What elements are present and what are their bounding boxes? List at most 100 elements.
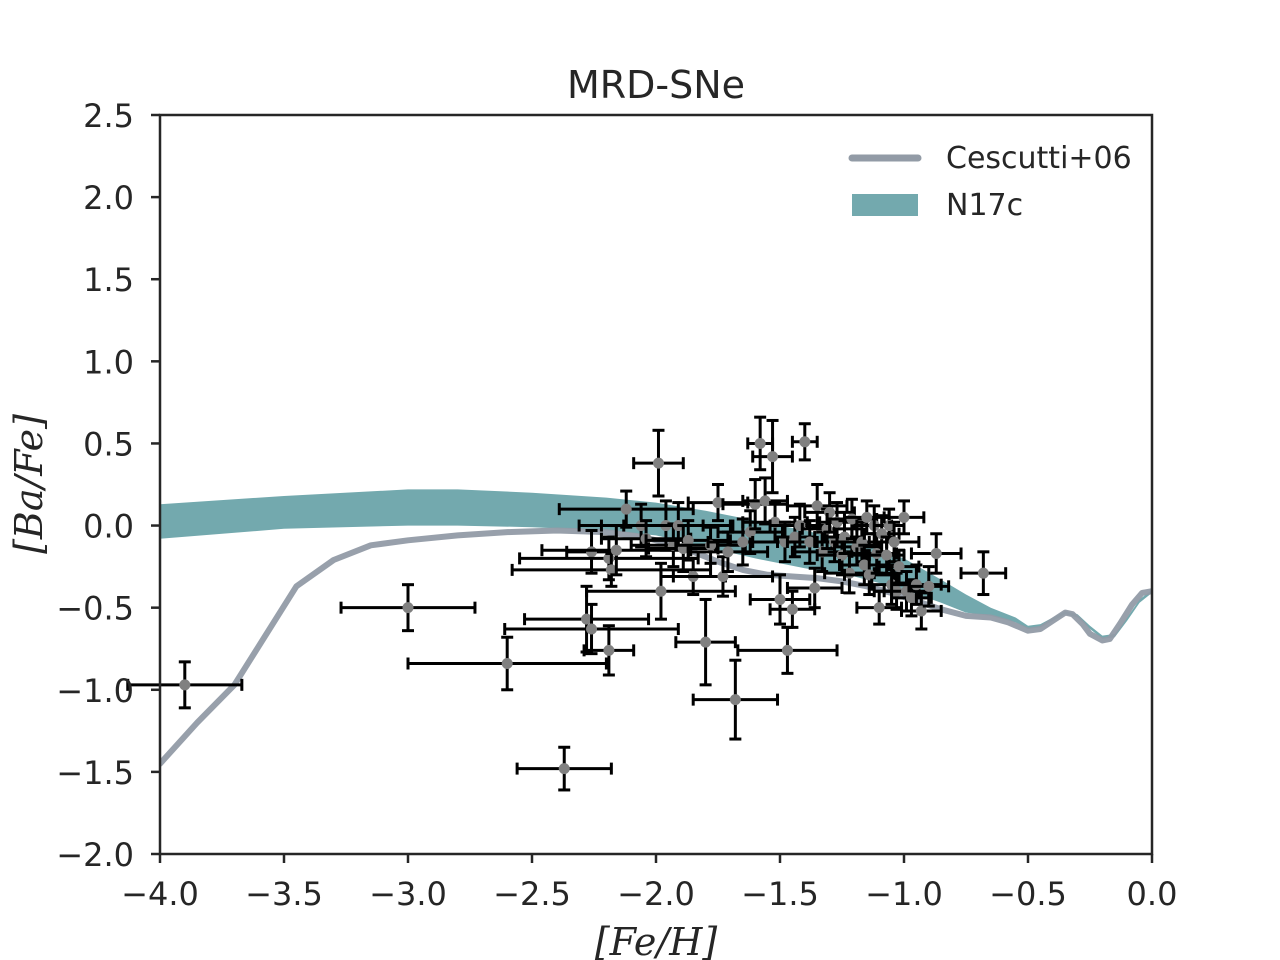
data-point-marker — [712, 497, 724, 509]
data-point-marker — [858, 559, 870, 571]
data-point — [671, 555, 775, 598]
data-point — [632, 428, 685, 498]
legend-label-cescutti: Cescutti+06 — [946, 141, 1132, 176]
data-point-marker — [786, 603, 798, 615]
data-point-marker — [898, 511, 910, 523]
data-point — [748, 573, 812, 626]
data-point — [523, 584, 651, 654]
data-point-marker — [652, 457, 664, 469]
data-point — [691, 658, 780, 741]
x-tick-label: −3.5 — [245, 875, 323, 913]
x-tick-label: −4.0 — [121, 875, 199, 913]
legend-band-swatch — [852, 194, 918, 216]
data-point-marker — [774, 593, 786, 605]
y-axis-label: [Ba/Fe] — [7, 414, 51, 554]
data-point-marker — [581, 613, 593, 625]
data-point-marker — [804, 536, 816, 548]
data-point-marker — [501, 658, 513, 670]
data-point-marker — [905, 592, 917, 604]
legend: Cescutti+06 N17c — [848, 141, 1132, 223]
data-point-marker — [977, 567, 989, 579]
data-point-marker — [930, 547, 942, 559]
data-point — [686, 530, 770, 574]
data-point-marker — [402, 602, 414, 614]
data-point — [515, 745, 613, 792]
data-point-marker — [603, 644, 615, 656]
data-point — [900, 591, 943, 631]
data-point-marker — [873, 602, 885, 614]
data-point-marker — [179, 679, 191, 691]
data-point-marker — [759, 495, 771, 507]
data-point — [768, 589, 817, 629]
band-layer — [160, 489, 1152, 639]
data-point — [582, 624, 636, 677]
y-tick-label: −0.5 — [56, 590, 134, 628]
data-point — [406, 635, 608, 692]
data-point-marker — [863, 569, 875, 581]
data-point — [674, 597, 737, 687]
x-axis: −4.0 −3.5 −3.0 −2.5 −2.0 −1.5 −1.0 −0.5 0.0 — [121, 854, 1177, 913]
points-layer — [126, 415, 1008, 792]
data-point-marker — [811, 500, 823, 512]
data-point — [877, 548, 921, 585]
data-point-marker — [722, 546, 734, 558]
data-point-marker — [910, 579, 922, 591]
data-point — [907, 565, 951, 608]
data-point-marker — [586, 623, 598, 635]
data-point — [585, 561, 737, 621]
data-point-marker — [767, 451, 779, 463]
data-point-marker — [605, 564, 617, 576]
data-point — [557, 489, 695, 529]
data-point-marker — [717, 570, 729, 582]
data-point-marker — [893, 561, 905, 573]
data-point — [790, 422, 819, 462]
y-tick-label: −2.0 — [56, 836, 134, 874]
data-point-marker — [809, 582, 821, 594]
data-point — [785, 566, 844, 610]
y-tick-label: −1.5 — [56, 754, 134, 792]
data-point — [842, 553, 896, 597]
x-tick-label: 0.0 — [1127, 875, 1178, 913]
data-point — [882, 499, 926, 536]
legend-label-n17c: N17c — [946, 188, 1023, 223]
data-point-marker — [861, 511, 873, 523]
data-point — [909, 532, 963, 575]
data-point-marker — [737, 536, 749, 548]
n17c-band — [160, 489, 1152, 639]
data-point-marker — [700, 636, 712, 648]
chart-title: MRD-SNe — [567, 63, 745, 107]
data-point — [503, 602, 680, 656]
data-point — [867, 520, 921, 564]
data-point-marker — [610, 544, 622, 556]
data-point — [803, 491, 856, 534]
data-point-marker — [789, 531, 801, 543]
y-tick-label: 1.0 — [83, 343, 134, 381]
data-point-marker — [655, 585, 667, 597]
data-point-marker — [729, 694, 741, 706]
data-point-marker — [682, 534, 694, 546]
y-tick-label: 2.0 — [83, 179, 134, 217]
data-point-marker — [586, 546, 598, 558]
y-tick-label: −1.0 — [56, 672, 134, 710]
data-point-marker — [754, 437, 766, 449]
data-point-marker — [888, 536, 900, 548]
data-point — [959, 550, 1008, 597]
y-tick-label: 2.5 — [83, 97, 134, 135]
cescutti-line — [160, 527, 1152, 767]
data-point — [716, 509, 784, 555]
data-point-marker — [620, 503, 632, 515]
data-point — [751, 418, 794, 495]
data-point — [126, 660, 244, 710]
y-tick-label: 1.5 — [83, 261, 134, 299]
data-point-marker — [923, 580, 935, 592]
data-point-marker — [881, 549, 893, 561]
x-tick-label: −2.5 — [493, 875, 571, 913]
x-axis-label: [Fe/H] — [595, 920, 718, 960]
data-point — [510, 551, 713, 588]
y-tick-label: 0.0 — [83, 508, 134, 546]
data-point-marker — [781, 644, 793, 656]
data-point — [721, 478, 789, 531]
line-layer — [160, 527, 1152, 767]
